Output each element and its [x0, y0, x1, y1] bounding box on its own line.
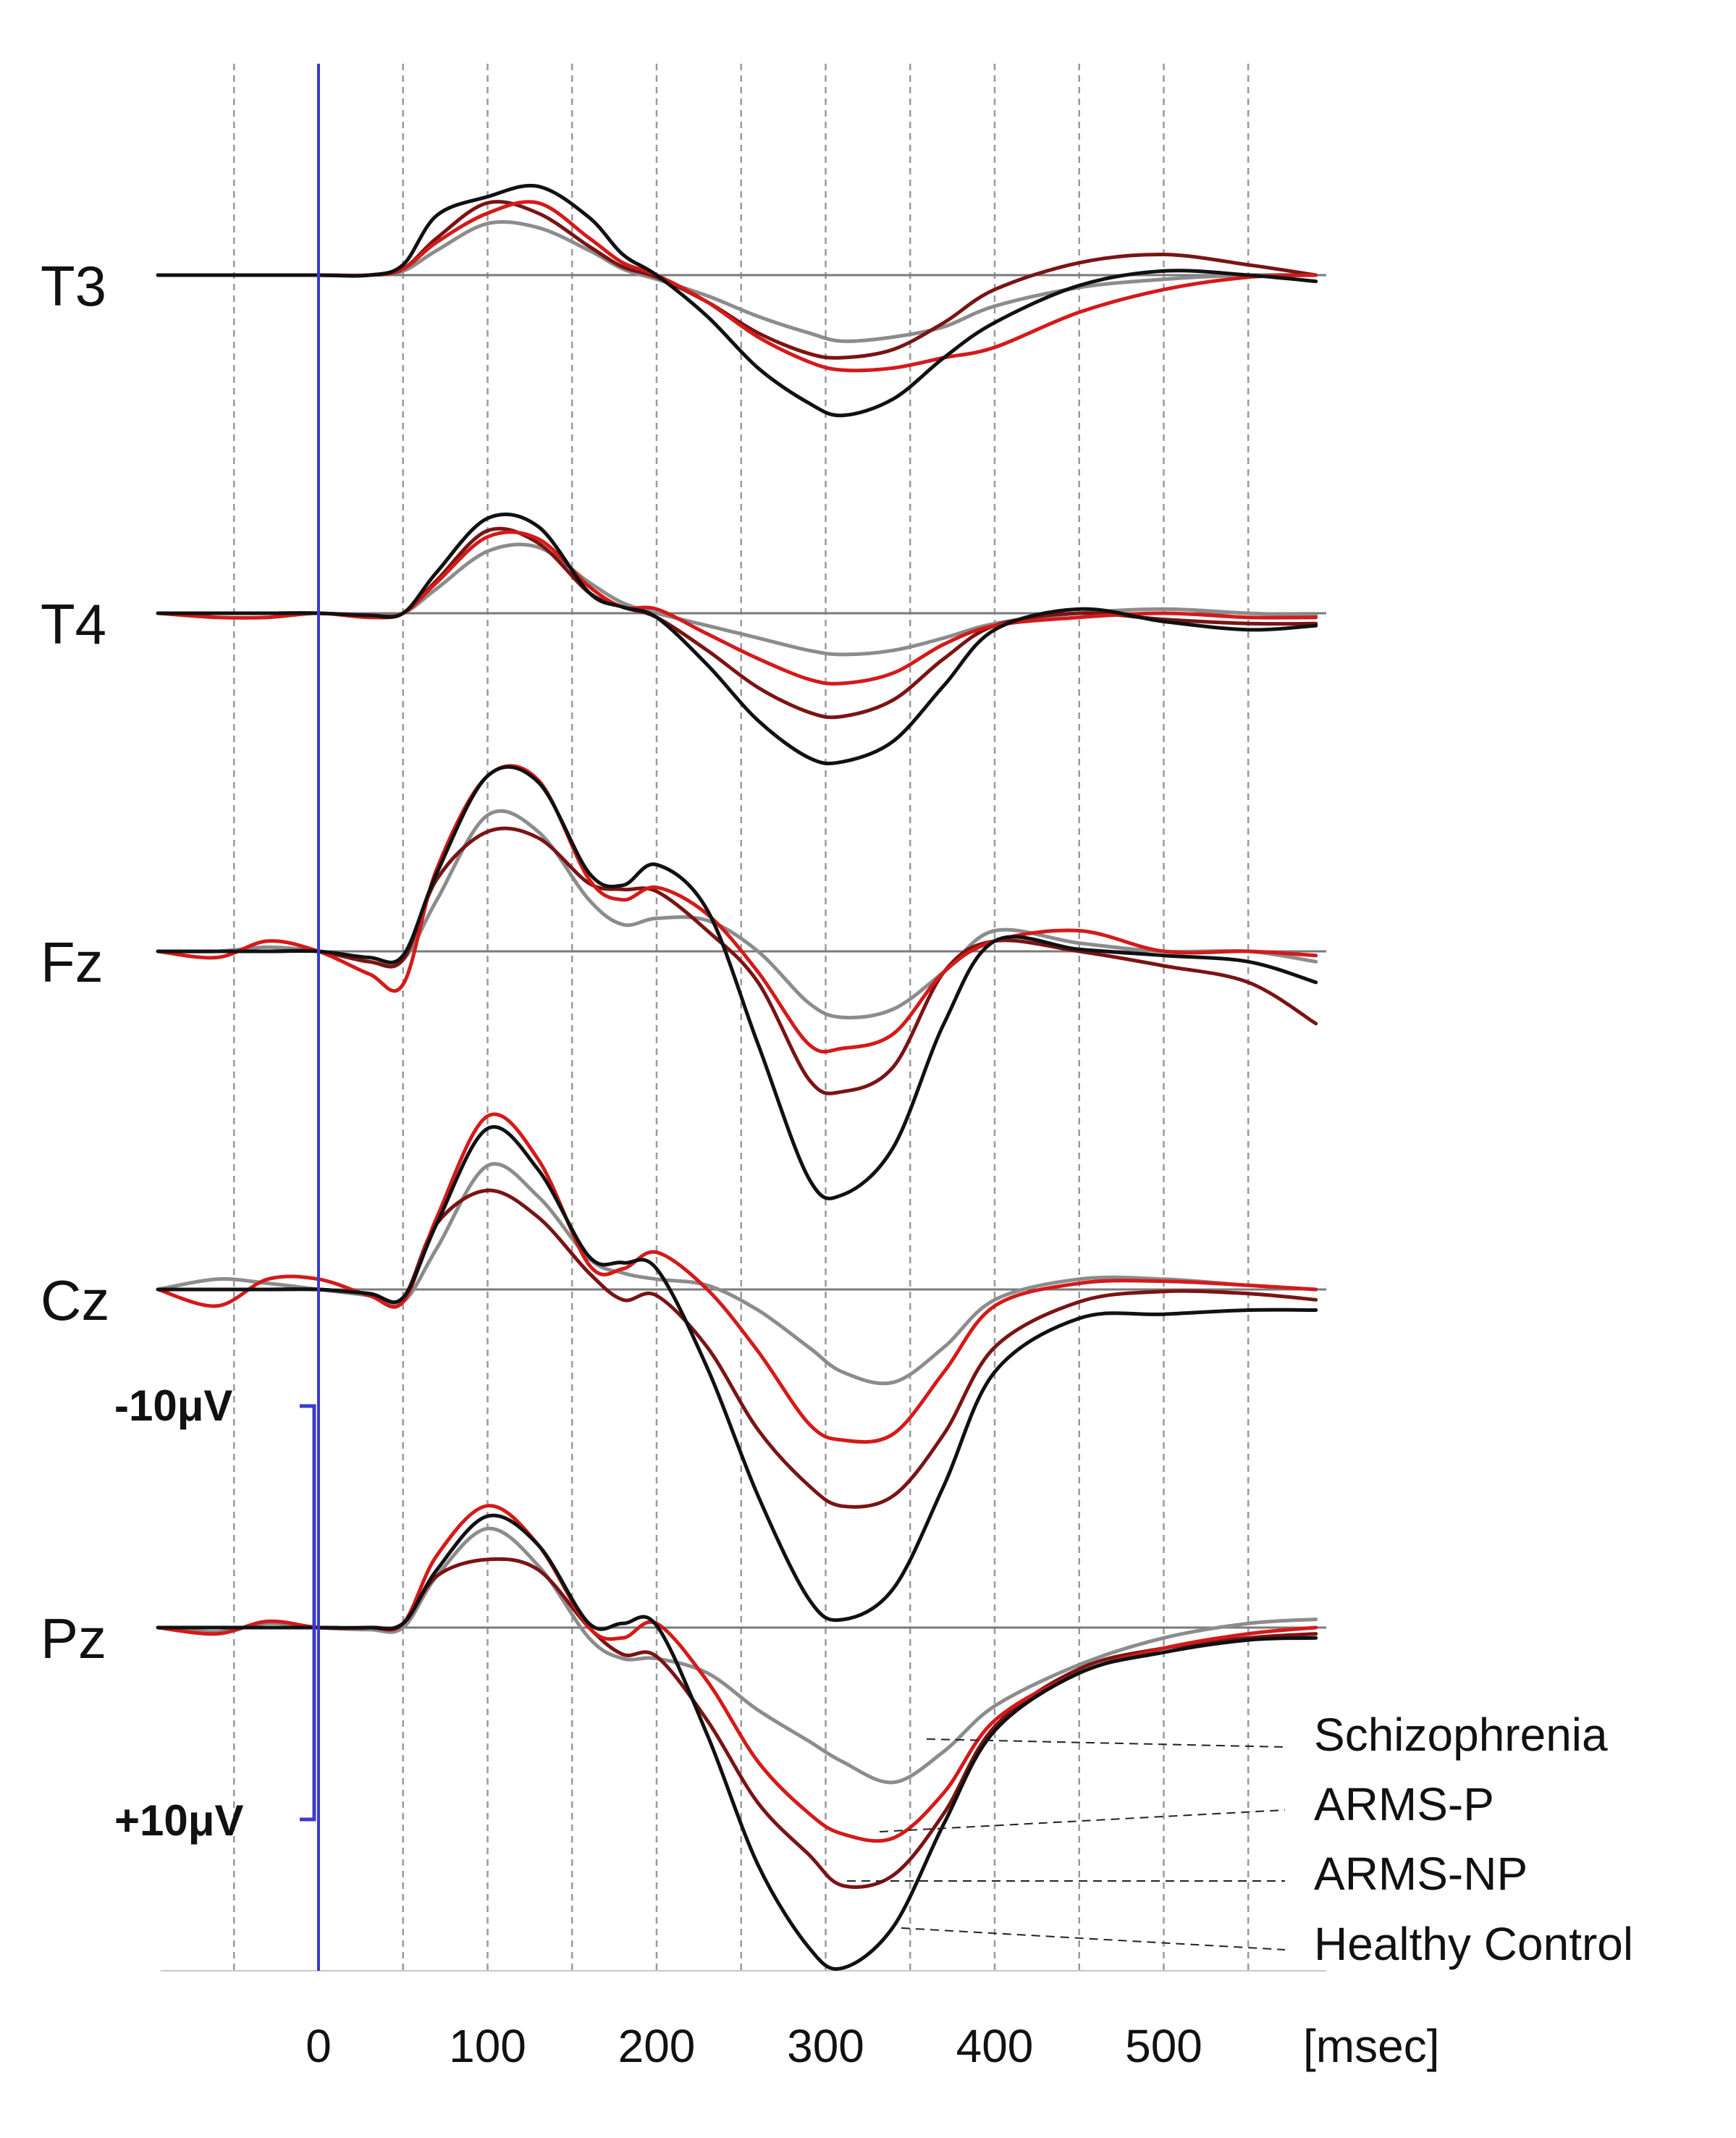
channel-labels: T3 T4 Fz Cz Pz: [41, 254, 109, 1670]
channel-label-t3: T3: [41, 254, 106, 318]
x-tick-label: 100: [449, 2020, 526, 2072]
trace-pz-arms-np: [156, 1557, 1318, 1889]
channel-pz-traces: [156, 1504, 1318, 1971]
legend-leader-healthy-control: [901, 1927, 1286, 1950]
channel-t4-traces: [156, 512, 1318, 766]
x-tick-label: 500: [1125, 2020, 1202, 2072]
legend-label-arms-p: ARMS-P: [1314, 1778, 1494, 1830]
legend-leader-arms-p: [879, 1809, 1286, 1832]
x-axis-unit-label: [msec]: [1303, 2020, 1439, 2072]
trace-t3-healthy-control: [156, 183, 1318, 418]
legend-label-arms-np: ARMS-NP: [1314, 1848, 1528, 1900]
voltage-scale-bar: -10μV +10μV: [114, 1381, 316, 1845]
scale-bar-top-label: -10μV: [114, 1381, 232, 1430]
legend-label-schizophrenia: Schizophrenia: [1314, 1709, 1608, 1761]
trace-cz-healthy-control: [156, 1125, 1318, 1623]
legend: Schizophrenia ARMS-P ARMS-NP Healthy Contro…: [847, 1709, 1633, 1970]
trace-pz-schizophrenia: [156, 1526, 1318, 1785]
trace-t4-schizophrenia: [156, 542, 1318, 657]
channel-label-cz: Cz: [41, 1268, 109, 1332]
trace-cz-arms-p: [156, 1112, 1318, 1444]
channel-label-pz: Pz: [41, 1607, 106, 1670]
channel-label-t4: T4: [41, 592, 106, 656]
erp-traces: [156, 183, 1318, 1971]
scale-bar-bottom-label: +10μV: [114, 1796, 244, 1845]
channel-label-fz: Fz: [41, 930, 104, 994]
legend-leader-schizophrenia: [926, 1738, 1286, 1748]
x-tick-label: 0: [306, 2020, 332, 2072]
trace-pz-healthy-control: [156, 1513, 1318, 1971]
legend-label-healthy-control: Healthy Control: [1314, 1918, 1633, 1970]
scale-bar-bracket: [300, 1404, 316, 1822]
x-axis-tick-labels: 0 100 200 300 400 500: [306, 2020, 1202, 2072]
trace-cz-schizophrenia: [156, 1162, 1318, 1386]
trace-fz-arms-np: [156, 826, 1318, 1095]
trace-cz-arms-np: [156, 1188, 1318, 1509]
trace-t4-arms-np: [156, 526, 1318, 720]
x-tick-label: 300: [787, 2020, 864, 2072]
trace-pz-arms-p: [156, 1504, 1318, 1843]
x-tick-label: 200: [618, 2020, 696, 2072]
x-tick-label: 400: [956, 2020, 1034, 2072]
channel-t3-traces: [156, 183, 1318, 418]
channel-fz-traces: [156, 764, 1318, 1200]
trace-fz-healthy-control: [156, 765, 1318, 1200]
channel-cz-traces: [156, 1112, 1318, 1623]
trace-fz-arms-p: [156, 764, 1318, 1054]
grid-lines: [161, 64, 1326, 1971]
trace-t4-healthy-control: [156, 512, 1318, 766]
